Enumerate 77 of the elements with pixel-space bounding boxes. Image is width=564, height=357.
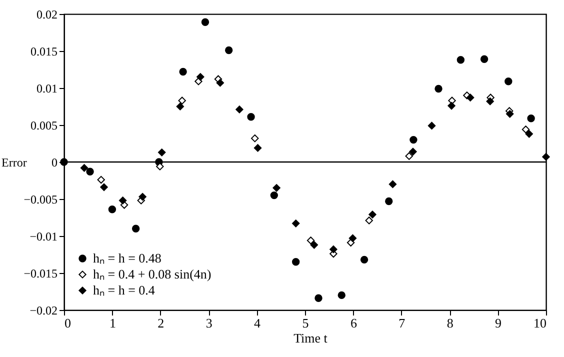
x-tick-label: 3	[206, 316, 212, 330]
y-tick-label: −0.015	[24, 266, 58, 280]
point	[368, 210, 376, 218]
point	[306, 236, 315, 244]
point	[251, 134, 259, 142]
point	[385, 197, 393, 206]
point	[216, 78, 224, 87]
point	[158, 148, 166, 156]
point	[132, 224, 140, 232]
point	[156, 162, 164, 170]
point	[360, 256, 368, 264]
point	[348, 234, 357, 242]
x-tick-label: 0	[64, 316, 71, 330]
point	[97, 176, 105, 184]
point	[108, 206, 116, 214]
point	[272, 184, 280, 192]
x-tick-label: 7	[398, 316, 406, 330]
point	[196, 73, 204, 81]
point	[466, 94, 474, 102]
point	[80, 164, 88, 172]
point	[405, 152, 413, 160]
point	[338, 291, 346, 300]
point	[504, 77, 512, 86]
y-tick-label: 0.005	[30, 118, 58, 132]
point	[176, 102, 184, 110]
x-tick-label: 2	[158, 316, 164, 330]
legend-label: hₙ = 0.4 + 0.08 sin(4n)	[93, 266, 212, 282]
point	[428, 122, 436, 130]
point	[434, 84, 442, 93]
point	[292, 220, 300, 228]
point	[365, 216, 373, 224]
y-tick-label: 0.02	[36, 8, 58, 22]
legend-label: hₙ = h = 0.4	[93, 282, 156, 298]
point	[480, 55, 488, 63]
point	[138, 192, 146, 201]
point	[236, 106, 244, 114]
point	[292, 258, 300, 266]
y-tick-label: 0	[52, 156, 58, 170]
point	[527, 114, 535, 122]
point	[506, 110, 514, 118]
y-tick-label: −0.005	[24, 192, 58, 206]
point	[410, 136, 418, 144]
point	[270, 191, 278, 200]
x-tick-label: 9	[495, 316, 502, 330]
y-tick-label: 0.015	[30, 44, 58, 58]
point	[224, 46, 233, 54]
point	[179, 68, 187, 76]
x-tick-label: 6	[350, 316, 358, 330]
x-axis-title: Time t	[294, 330, 328, 346]
x-tick-label: 10	[534, 316, 546, 330]
point	[388, 180, 397, 188]
point	[522, 126, 530, 134]
x-tick-label: 1	[109, 316, 116, 330]
point	[178, 96, 186, 104]
point	[310, 241, 318, 249]
point	[314, 294, 322, 302]
y-tick-label: 0.01	[36, 82, 58, 96]
point	[247, 113, 255, 121]
x-tick-label: 8	[446, 316, 454, 330]
point	[118, 196, 127, 204]
x-tick-label: 5	[302, 316, 309, 330]
legend-label: hₙ = h = 0.48	[93, 250, 162, 266]
point	[448, 102, 456, 110]
point	[86, 168, 94, 176]
y-axis-title: Error	[2, 156, 27, 170]
point	[409, 148, 417, 156]
point	[542, 152, 550, 161]
point	[456, 56, 465, 64]
point	[100, 183, 108, 192]
point	[254, 144, 262, 152]
point	[330, 245, 338, 254]
x-tick-label: 4	[254, 316, 262, 330]
point	[525, 130, 533, 138]
y-tick-label: −0.02	[30, 304, 58, 318]
point	[201, 18, 210, 26]
point	[486, 97, 494, 106]
y-tick-label: −0.01	[30, 230, 58, 244]
